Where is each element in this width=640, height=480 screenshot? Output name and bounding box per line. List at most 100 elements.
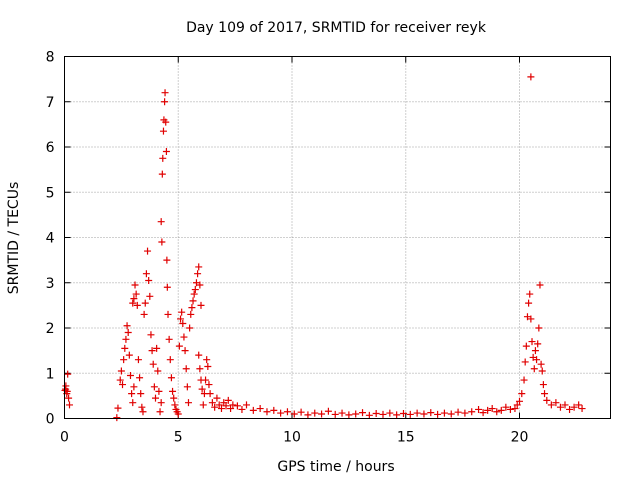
data-point [190, 290, 198, 298]
data-point [141, 299, 149, 307]
grid [64, 56, 611, 419]
data-points [61, 73, 586, 422]
data-point [406, 410, 414, 418]
data-point [180, 333, 188, 341]
data-point [484, 406, 492, 414]
data-point [311, 409, 319, 417]
data-point [420, 410, 428, 418]
data-point [124, 329, 132, 337]
data-point [213, 394, 221, 402]
data-point [161, 98, 169, 106]
data-point [174, 410, 182, 418]
data-point [427, 409, 435, 417]
data-point [283, 408, 291, 416]
data-point [536, 281, 544, 289]
data-point [506, 405, 514, 413]
data-point [188, 304, 196, 312]
data-point [454, 408, 462, 416]
data-point [570, 403, 578, 411]
data-point [211, 403, 219, 411]
data-point [249, 406, 257, 414]
data-point [122, 335, 130, 343]
data-point [205, 381, 213, 389]
data-point [552, 399, 560, 407]
data-point [537, 360, 545, 368]
x-tick-label: 0 [60, 430, 69, 446]
data-point [518, 390, 526, 398]
data-point [123, 322, 131, 330]
data-point [194, 270, 202, 278]
data-point [155, 387, 163, 395]
y-axis-label: SRMTID / TECUs [6, 182, 22, 295]
data-point [183, 383, 191, 391]
data-point [290, 410, 298, 418]
data-point [119, 381, 127, 389]
data-point [182, 365, 190, 373]
data-point [493, 408, 501, 416]
data-point [116, 376, 124, 384]
data-point [502, 403, 510, 411]
data-point [538, 367, 546, 375]
data-point [166, 356, 174, 364]
data-point [386, 409, 394, 417]
data-point [120, 356, 128, 364]
data-point [399, 410, 407, 418]
data-point [186, 324, 194, 332]
data-point [159, 154, 167, 162]
data-point [157, 399, 165, 407]
data-point [447, 410, 455, 418]
data-point [318, 410, 326, 418]
data-point [191, 286, 199, 294]
y-tick-label: 0 [46, 412, 55, 428]
data-point [184, 399, 192, 407]
data-point [163, 256, 171, 264]
data-point [521, 358, 529, 366]
data-point [177, 315, 185, 323]
data-point [195, 263, 203, 271]
data-point [196, 365, 204, 373]
data-point [154, 367, 162, 375]
data-point [134, 356, 142, 364]
data-point [163, 283, 171, 291]
data-point [324, 407, 332, 415]
data-point [578, 405, 586, 413]
data-point [229, 401, 237, 409]
data-point [144, 247, 152, 255]
data-point [159, 127, 167, 135]
data-point [203, 356, 211, 364]
data-point [224, 396, 232, 404]
y-tick-label: 2 [46, 321, 55, 337]
data-point [227, 405, 235, 413]
data-point [161, 89, 169, 97]
data-point [413, 409, 421, 417]
data-point [167, 374, 175, 382]
y-tick-label: 7 [46, 95, 55, 111]
data-point [539, 381, 547, 389]
data-point [526, 290, 534, 298]
data-point [535, 324, 543, 332]
data-point [171, 401, 179, 409]
data-point [133, 301, 141, 309]
data-point [479, 409, 487, 417]
data-point [543, 396, 551, 404]
data-point [513, 401, 521, 409]
data-point [379, 410, 387, 418]
data-point [146, 292, 154, 300]
data-point [202, 376, 210, 384]
data-point [331, 410, 339, 418]
data-point [165, 335, 173, 343]
data-point [243, 401, 250, 409]
data-point [195, 351, 203, 359]
data-point [528, 338, 536, 346]
y-tick-label: 3 [46, 276, 55, 292]
data-point [129, 299, 137, 307]
data-point [468, 408, 476, 416]
x-tick-label: 5 [174, 430, 183, 446]
data-point [206, 390, 214, 398]
data-point [197, 301, 205, 309]
data-point [149, 360, 157, 368]
y-tick-label: 4 [46, 231, 55, 247]
data-point [547, 401, 555, 409]
x-tick-label: 20 [511, 430, 529, 446]
data-point [511, 405, 519, 413]
